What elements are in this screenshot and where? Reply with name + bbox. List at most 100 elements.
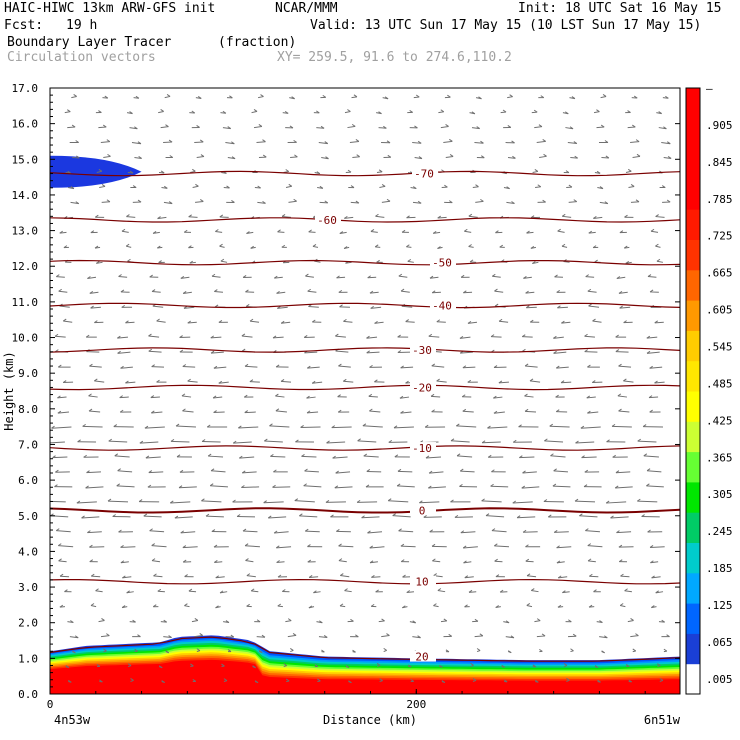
vector-arrow-head: [137, 141, 142, 145]
vector-arrow-head: [180, 530, 185, 534]
vector-arrow: [462, 366, 476, 369]
colorbar-label: .425: [706, 414, 733, 427]
vector-arrow: [561, 321, 571, 324]
vector-arrow-head: [262, 139, 266, 143]
vector-arrow: [649, 366, 663, 369]
vector-arrow-head: [565, 111, 569, 115]
vector-arrow: [363, 455, 379, 458]
vector-arrow: [398, 530, 414, 533]
vector-arrow: [148, 350, 162, 353]
vector-arrow: [432, 560, 441, 563]
vector-arrow-head: [623, 378, 627, 382]
vector-arrow-head: [339, 231, 344, 234]
vector-arrow-head: [623, 320, 627, 324]
vector-arrow-head: [187, 378, 191, 382]
colorbar-label: –: [706, 82, 713, 95]
vector-arrow: [366, 351, 380, 354]
vector-arrow: [535, 186, 541, 188]
isotherm-line: [50, 445, 680, 451]
vector-arrow-head: [306, 395, 310, 399]
vector-arrow-head: [478, 96, 482, 100]
vector-arrow: [258, 96, 264, 99]
vector-arrow: [517, 516, 536, 519]
vector-arrow-head: [623, 245, 628, 249]
vector-arrow-head: [394, 454, 399, 458]
vector-arrow: [468, 245, 474, 248]
vector-arrow-head: [526, 305, 530, 309]
vector-arrow: [213, 411, 225, 414]
vector-arrow-head: [494, 288, 498, 292]
vector-arrow-head: [534, 169, 539, 172]
vector-arrow: [150, 396, 160, 399]
vector-arrow-head: [276, 545, 280, 549]
vector-arrow-head: [618, 544, 623, 548]
vector-arrow: [57, 411, 70, 414]
vector-arrow-head: [585, 274, 589, 278]
vector-arrow-head: [480, 155, 485, 159]
vector-arrow-head: [291, 96, 295, 100]
vector-arrow-head: [555, 409, 560, 413]
vector-arrow-head: [277, 574, 282, 578]
vector-arrow: [630, 201, 640, 203]
vector-arrow: [575, 500, 596, 503]
vector-arrow: [282, 215, 291, 218]
vector-arrow: [158, 110, 164, 114]
vector-arrow: [176, 425, 197, 428]
vector-arrow-head: [181, 393, 186, 397]
vector-arrow-head: [469, 259, 474, 263]
vector-arrow: [153, 575, 163, 578]
vector-arrow-head: [127, 663, 132, 667]
vector-arrow-head: [323, 635, 328, 638]
vector-arrow-head: [46, 499, 49, 501]
isotherm-line: [50, 384, 680, 391]
vector-arrow: [619, 306, 631, 309]
vector-arrow: [57, 396, 67, 399]
vector-arrow-head: [288, 183, 293, 187]
vector-arrow: [344, 216, 354, 219]
vector-arrow: [494, 560, 503, 563]
vector-arrow: [630, 635, 639, 638]
vector-arrow: [401, 290, 410, 293]
vector-arrow: [556, 546, 572, 549]
vector-arrow-head: [169, 155, 174, 158]
vector-arrow-head: [467, 379, 472, 383]
vector-arrow-head: [606, 439, 610, 443]
vector-arrow: [88, 410, 101, 413]
vector-arrow: [414, 157, 423, 160]
vector-arrow: [646, 351, 660, 354]
vector-arrow-head: [135, 95, 140, 99]
vector-arrow-head: [58, 288, 62, 292]
vector-arrow-head: [381, 618, 385, 622]
vector-arrow-head: [625, 663, 630, 667]
vector-arrow: [253, 125, 262, 129]
vector-arrow: [457, 455, 473, 458]
vector-arrow: [151, 545, 167, 548]
vector-arrow: [108, 440, 128, 443]
vector-arrow-head: [522, 529, 527, 533]
vector-arrow-head: [423, 514, 428, 518]
vector-arrow: [650, 230, 659, 233]
vector-arrow: [213, 366, 227, 369]
vector-arrow-head: [245, 304, 250, 307]
isotherm-label-bg: [430, 256, 456, 268]
vector-arrow: [586, 396, 596, 399]
vector-arrow-head: [219, 590, 224, 594]
vector-arrow-head: [659, 677, 664, 681]
vector-arrow-head: [62, 318, 67, 322]
vector-arrow-head: [592, 245, 597, 249]
vector-arrow: [429, 276, 439, 279]
vector-arrow-head: [472, 677, 477, 681]
vector-arrow-head: [491, 469, 495, 473]
vector-arrow: [107, 500, 129, 503]
vector-arrow: [493, 396, 503, 399]
vector-arrow: [616, 276, 626, 279]
colorbar-swatch: [686, 663, 700, 695]
vector-arrow-head: [398, 528, 402, 532]
vector-arrow-head: [565, 170, 570, 174]
vector-arrow-head: [120, 365, 124, 369]
vector-arrow-head: [463, 560, 467, 564]
vector-arrow-head: [250, 245, 254, 249]
vector-arrow-head: [55, 528, 60, 532]
vector-arrow: [58, 545, 74, 548]
